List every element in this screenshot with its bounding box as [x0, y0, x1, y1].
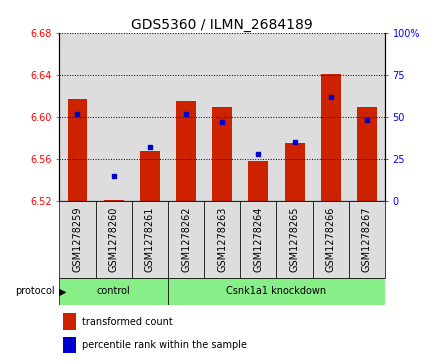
Bar [62, 337, 76, 354]
FancyBboxPatch shape [59, 201, 95, 278]
Bar [168, 33, 204, 201]
Text: GSM1278261: GSM1278261 [145, 207, 155, 272]
Bar [140, 151, 160, 201]
Text: GSM1278267: GSM1278267 [362, 207, 372, 272]
Text: percentile rank within the sample: percentile rank within the sample [82, 340, 247, 350]
Bar [212, 106, 232, 201]
Text: transformed count: transformed count [82, 317, 173, 327]
Bar [249, 162, 268, 201]
FancyBboxPatch shape [168, 201, 204, 278]
Bar [276, 33, 313, 201]
Bar [68, 99, 88, 201]
Text: GSM1278259: GSM1278259 [73, 207, 82, 272]
Bar [62, 313, 76, 330]
Bar [95, 33, 132, 201]
Text: control: control [97, 286, 131, 296]
Text: ▶: ▶ [59, 286, 66, 296]
FancyBboxPatch shape [95, 201, 132, 278]
Bar [132, 33, 168, 201]
Bar [321, 74, 341, 201]
Text: GSM1278264: GSM1278264 [253, 207, 264, 272]
Text: GSM1278262: GSM1278262 [181, 207, 191, 272]
Text: GSM1278260: GSM1278260 [109, 207, 119, 272]
FancyBboxPatch shape [349, 201, 385, 278]
Bar [349, 33, 385, 201]
FancyBboxPatch shape [204, 201, 240, 278]
Text: Csnk1a1 knockdown: Csnk1a1 knockdown [227, 286, 326, 296]
FancyBboxPatch shape [240, 201, 276, 278]
Text: GSM1278263: GSM1278263 [217, 207, 227, 272]
Bar [59, 33, 95, 201]
FancyBboxPatch shape [132, 201, 168, 278]
Text: GSM1278265: GSM1278265 [290, 207, 300, 272]
Bar [285, 143, 304, 201]
FancyBboxPatch shape [276, 201, 313, 278]
FancyBboxPatch shape [59, 278, 168, 305]
FancyBboxPatch shape [168, 278, 385, 305]
Bar [313, 33, 349, 201]
FancyBboxPatch shape [313, 201, 349, 278]
Bar [357, 106, 377, 201]
Bar [104, 200, 124, 201]
Text: protocol: protocol [15, 286, 55, 296]
Bar [176, 101, 196, 201]
Title: GDS5360 / ILMN_2684189: GDS5360 / ILMN_2684189 [131, 18, 313, 32]
Text: GSM1278266: GSM1278266 [326, 207, 336, 272]
Bar [204, 33, 240, 201]
Bar [240, 33, 276, 201]
